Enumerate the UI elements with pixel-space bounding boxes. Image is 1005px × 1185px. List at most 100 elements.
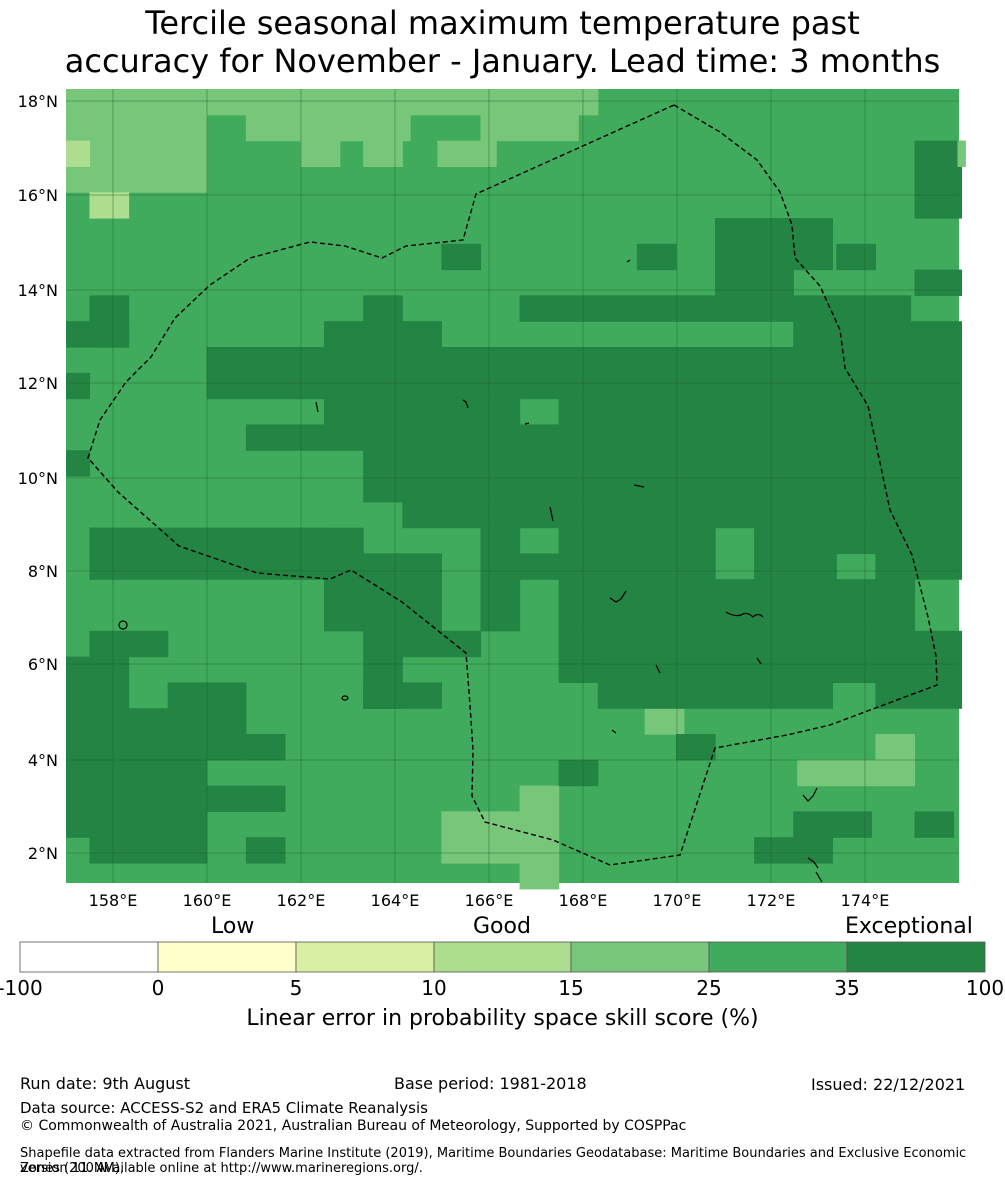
skill-cell — [519, 863, 560, 890]
skill-cell — [558, 759, 599, 787]
skill-cell — [715, 218, 794, 296]
island — [802, 787, 818, 802]
skill-cell — [441, 243, 482, 271]
island — [626, 259, 631, 263]
skill-cell — [875, 682, 962, 709]
colorbar-title: Linear error in probability space skill … — [246, 1006, 759, 1031]
skill-cell — [914, 140, 962, 219]
lat-tick-label: 4°N — [28, 751, 58, 770]
skill-cell — [558, 553, 716, 580]
island — [611, 729, 617, 734]
lon-tick-label: 164°E — [371, 891, 420, 910]
run-date: Run date: 9th August — [20, 1074, 190, 1093]
colorbar-segment — [433, 941, 572, 973]
colorbar-segment — [295, 941, 435, 973]
lon-tick-label: 168°E — [559, 891, 608, 910]
lon-tick-label: 174°E — [841, 891, 890, 910]
skill-cell — [300, 140, 341, 167]
skill-cell — [66, 450, 91, 477]
colorbar-tick-label: 25 — [696, 976, 721, 1000]
skill-cell — [480, 114, 579, 142]
skill-cell — [245, 837, 286, 864]
skill-cell — [754, 837, 833, 864]
shapefile-credit-line-2: version 11. Available online at http://w… — [20, 1161, 423, 1176]
skill-cell — [437, 140, 497, 167]
island — [609, 590, 627, 603]
skill-cell — [558, 630, 599, 658]
skill-cell — [363, 605, 442, 658]
lon-tick-label: 162°E — [277, 891, 326, 910]
island — [549, 506, 554, 522]
colorbar: -100 0 5 10 15 25 35 100 — [0, 941, 1004, 1000]
island — [118, 620, 128, 630]
skill-cell — [675, 734, 716, 761]
island — [756, 657, 762, 665]
skill-cell — [89, 837, 208, 864]
gridlines — [66, 89, 959, 883]
skill-cell — [644, 708, 685, 735]
colorbar-tick-label: 35 — [834, 976, 859, 1000]
skill-cell — [402, 553, 403, 554]
skill-cell — [363, 450, 962, 503]
skill-cell — [519, 295, 912, 322]
skill-cell — [206, 347, 962, 400]
skill-cell — [480, 553, 564, 580]
skill-cell — [793, 811, 873, 838]
skill-cell — [66, 656, 130, 709]
skill-cell — [558, 398, 962, 425]
lat-tick-label: 18°N — [18, 92, 58, 111]
skill-cell — [914, 269, 962, 296]
skill-cell — [836, 243, 876, 271]
skill-cell — [66, 708, 247, 761]
skill-cell — [636, 243, 677, 271]
lon-tick-label: 172°E — [747, 891, 796, 910]
copyright: © Commonwealth of Australia 2021, Austra… — [20, 1118, 687, 1134]
skill-cell — [558, 527, 716, 554]
island — [725, 611, 764, 618]
colorbar-segment — [157, 941, 297, 973]
issued-date: Issued: 22/12/2021 — [811, 1075, 966, 1094]
skill-cell — [89, 527, 364, 580]
colorbar-segment — [846, 941, 986, 973]
skill-cell — [875, 579, 916, 632]
skill-cell — [363, 140, 403, 167]
colorbar-segment — [19, 941, 159, 973]
skill-cell — [245, 734, 286, 761]
category-exceptional: Exceptional — [845, 914, 973, 939]
island — [524, 422, 530, 425]
skill-cell — [363, 295, 403, 322]
base-period: Base period: 1981-2018 — [394, 1074, 587, 1093]
skill-cell — [363, 682, 442, 709]
skill-cell — [245, 424, 962, 451]
skill-cell — [66, 372, 91, 400]
island — [815, 871, 823, 883]
skill-cell — [441, 630, 482, 658]
colorbar-tick-label: 15 — [558, 976, 583, 1000]
skill-cell — [363, 553, 442, 580]
skill-cell — [797, 759, 876, 787]
skill-cell — [914, 811, 955, 838]
eez-boundary — [87, 104, 938, 866]
lon-tick-label: 158°E — [89, 891, 138, 910]
skill-cell — [66, 759, 208, 812]
colorbar-segment — [708, 941, 848, 973]
colorbar-segment — [570, 941, 710, 973]
skill-cell — [324, 321, 442, 348]
island — [315, 401, 319, 413]
island-outlines — [118, 259, 823, 883]
skill-cell — [558, 579, 677, 632]
skill-cell — [957, 140, 966, 167]
island — [807, 857, 819, 869]
colorbar-tick-label: -100 — [0, 976, 43, 1000]
lat-tick-label: 16°N — [18, 186, 58, 205]
skill-cell — [206, 785, 286, 812]
colorbar-tick-label: 0 — [152, 976, 165, 1000]
skill-cell — [793, 321, 962, 348]
colorbar-tick-label: 100 — [966, 976, 1004, 1000]
latitude-tick-labels: 18°N 16°N 14°N 12°N 10°N 8°N 6°N 4°N 2°N — [18, 92, 58, 863]
skill-cell — [480, 527, 521, 554]
skill-cell — [558, 656, 962, 683]
lat-tick-label: 10°N — [18, 469, 58, 488]
shapefile-credit-line-1: Shapefile data extracted from Flanders M… — [20, 1146, 967, 1176]
